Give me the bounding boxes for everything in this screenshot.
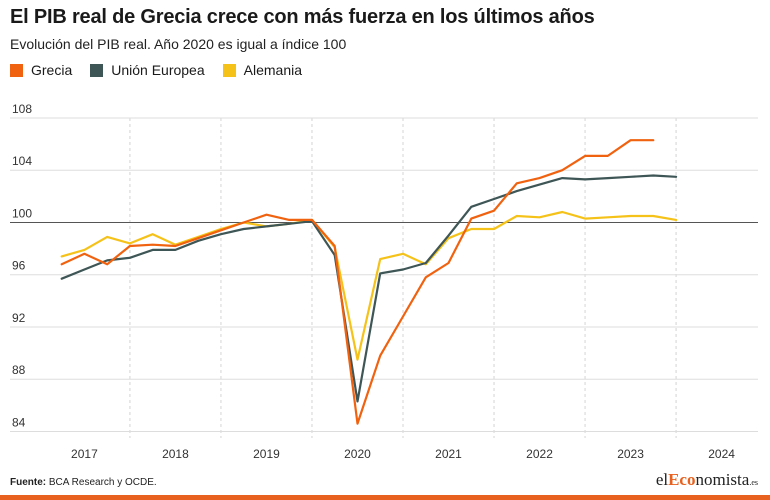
x-tick-label: 2018 xyxy=(162,447,189,461)
x-tick-label: 2022 xyxy=(526,447,553,461)
legend-label-grecia: Grecia xyxy=(31,62,73,78)
y-tick-label: 104 xyxy=(12,154,32,168)
brand-bar xyxy=(0,495,770,500)
logo-rest: nomista xyxy=(695,470,750,489)
source-text: BCA Research y OCDE. xyxy=(48,477,157,488)
x-tick-label: 2019 xyxy=(253,447,280,461)
legend-item-alemania: Alemania xyxy=(222,62,303,78)
source-note: Fuente: BCA Research y OCDE. xyxy=(10,477,157,488)
legend-swatch-union-europea xyxy=(90,63,104,77)
legend-label-union-europea: Unión Europea xyxy=(111,62,205,78)
y-tick-label: 108 xyxy=(12,102,32,116)
chart-subtitle: Evolución del PIB real. Año 2020 es igua… xyxy=(10,36,347,52)
legend-swatch-alemania xyxy=(222,63,236,77)
x-tick-label: 2017 xyxy=(71,447,98,461)
legend-swatch-grecia xyxy=(10,63,23,77)
publisher-logo: elEconomista.es xyxy=(656,470,758,490)
logo-tld: .es xyxy=(749,478,758,487)
source-label: Fuente: xyxy=(10,477,47,488)
y-tick-label: 96 xyxy=(12,259,26,273)
x-tick-label: 2023 xyxy=(617,447,644,461)
legend-item-union-europea: Unión Europea xyxy=(90,62,205,78)
series-line-alemania xyxy=(60,210,678,361)
x-tick-label: 2020 xyxy=(344,447,371,461)
chart-legend: Grecia Unión Europea Alemania xyxy=(10,62,320,78)
y-tick-label: 100 xyxy=(12,206,32,220)
legend-label-alemania: Alemania xyxy=(243,62,303,78)
logo-prefix: el xyxy=(655,470,669,489)
series-line-union-europea xyxy=(60,174,678,403)
y-tick-label: 84 xyxy=(12,415,26,429)
y-tick-label: 88 xyxy=(12,363,26,377)
logo-accent: Eco xyxy=(668,470,696,489)
y-tick-label: 92 xyxy=(12,311,26,325)
chart-title: El PIB real de Grecia crece con más fuer… xyxy=(10,6,595,28)
series-line-grecia xyxy=(60,139,655,425)
line-chart: 84 88 92 96 100 104 108 2017 2018 2019 2020 2021 202… xyxy=(10,102,758,461)
legend-item-grecia: Grecia xyxy=(10,62,72,78)
x-tick-label: 2021 xyxy=(435,447,462,461)
x-tick-label: 2024 xyxy=(708,447,735,461)
